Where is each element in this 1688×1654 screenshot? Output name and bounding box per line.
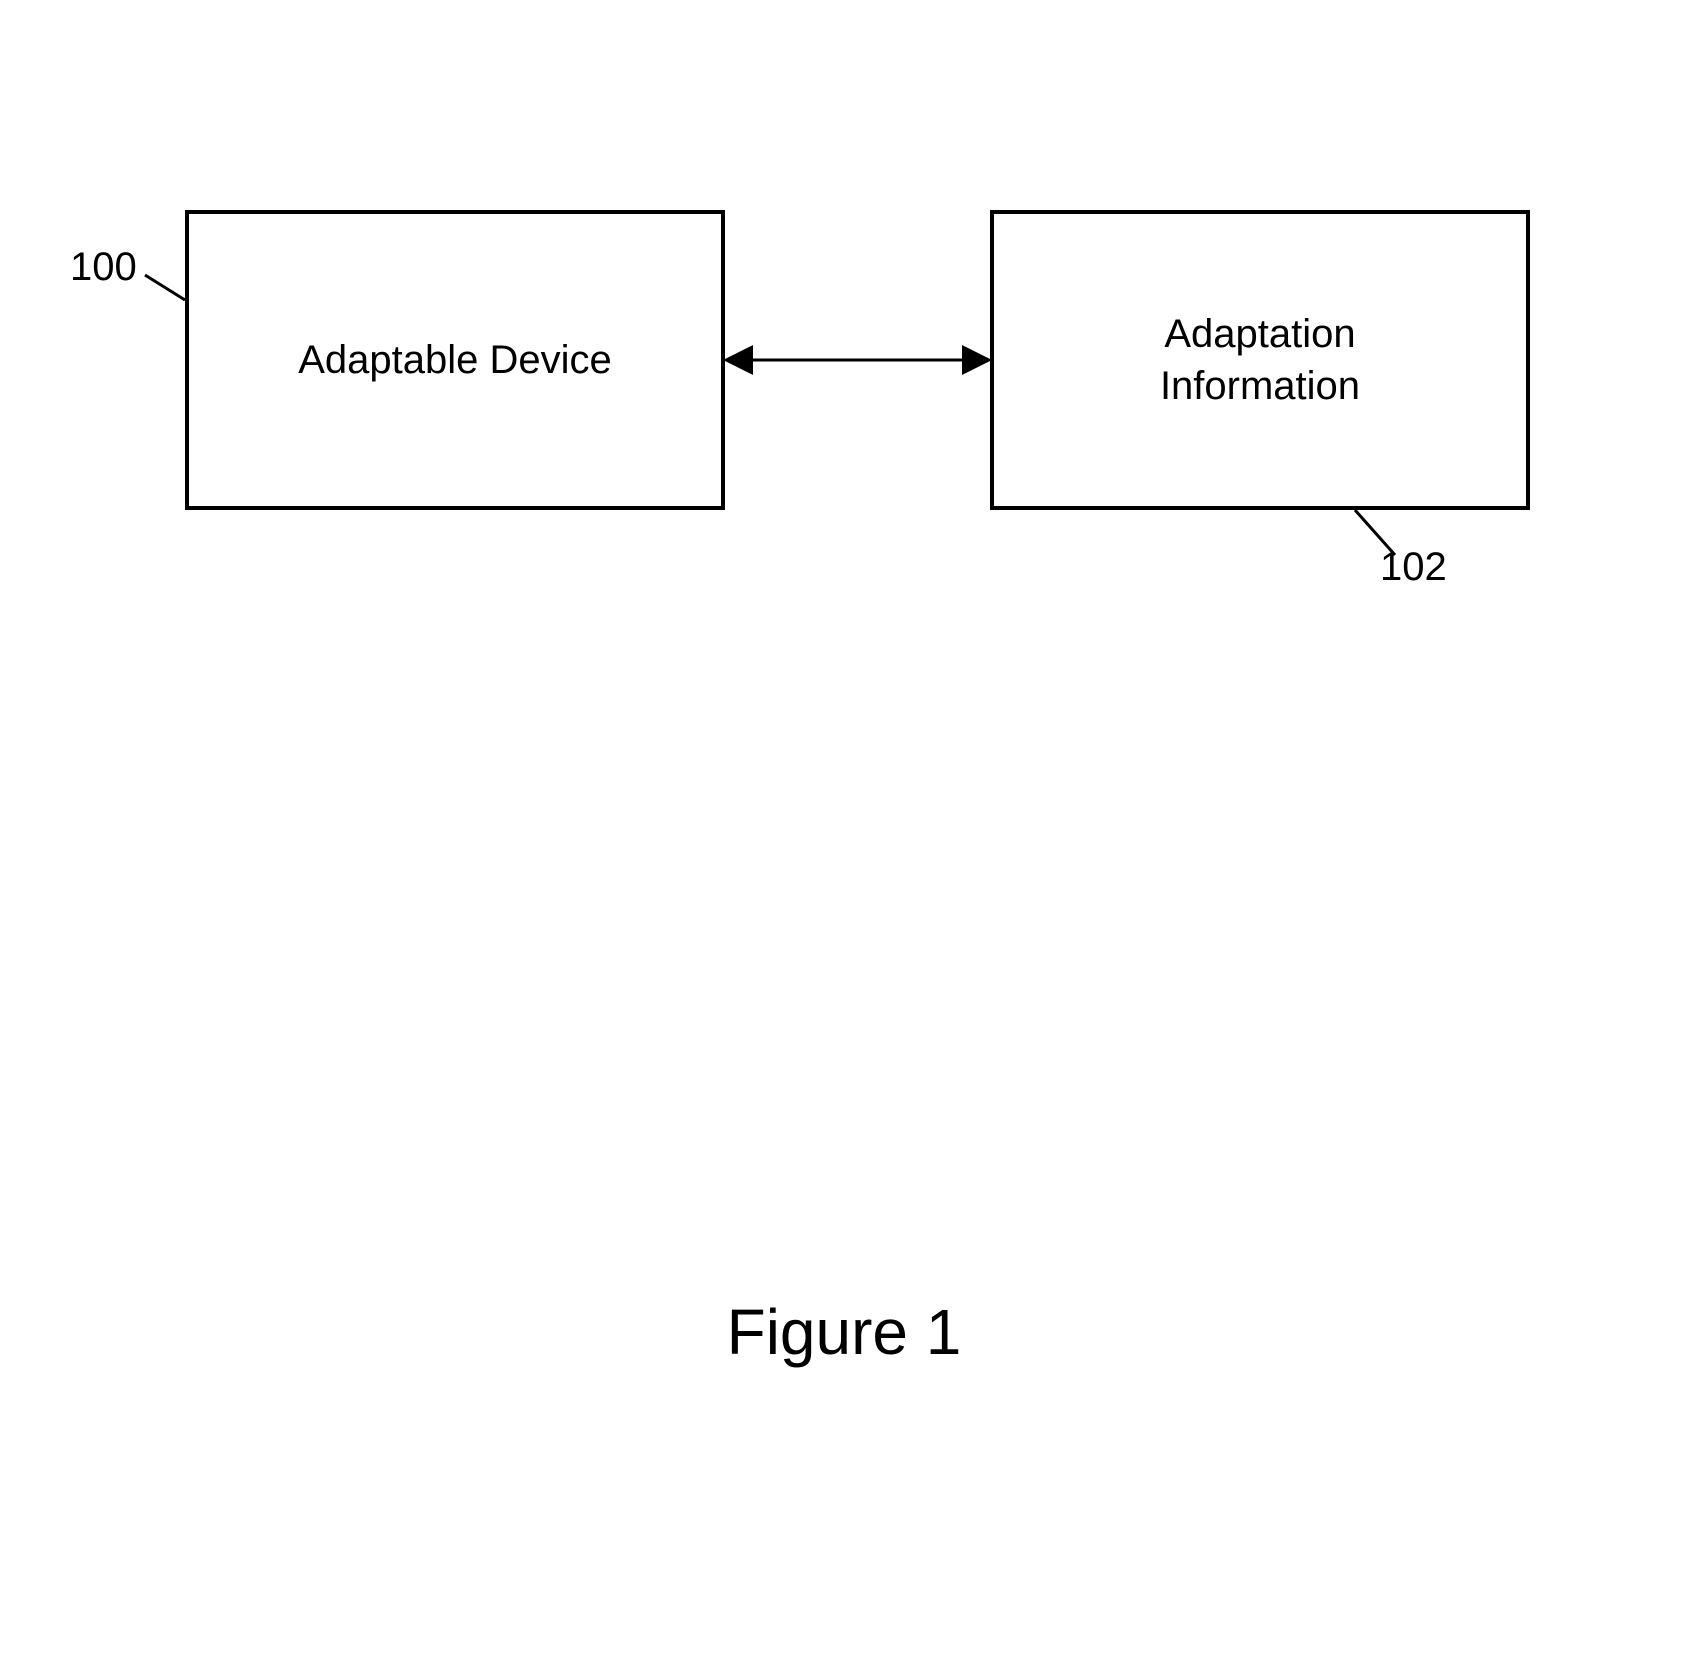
node-label-adaptable-device: Adaptable Device: [298, 334, 612, 386]
node-adaptation-information: AdaptationInformation: [990, 210, 1530, 510]
ref-label-102: 102: [1380, 545, 1447, 590]
node-label-adaptation-information: AdaptationInformation: [1160, 308, 1360, 412]
node-adaptable-device: Adaptable Device: [185, 210, 725, 510]
ref-label-100: 100: [70, 245, 137, 290]
figure-caption: Figure 1: [0, 1295, 1688, 1369]
